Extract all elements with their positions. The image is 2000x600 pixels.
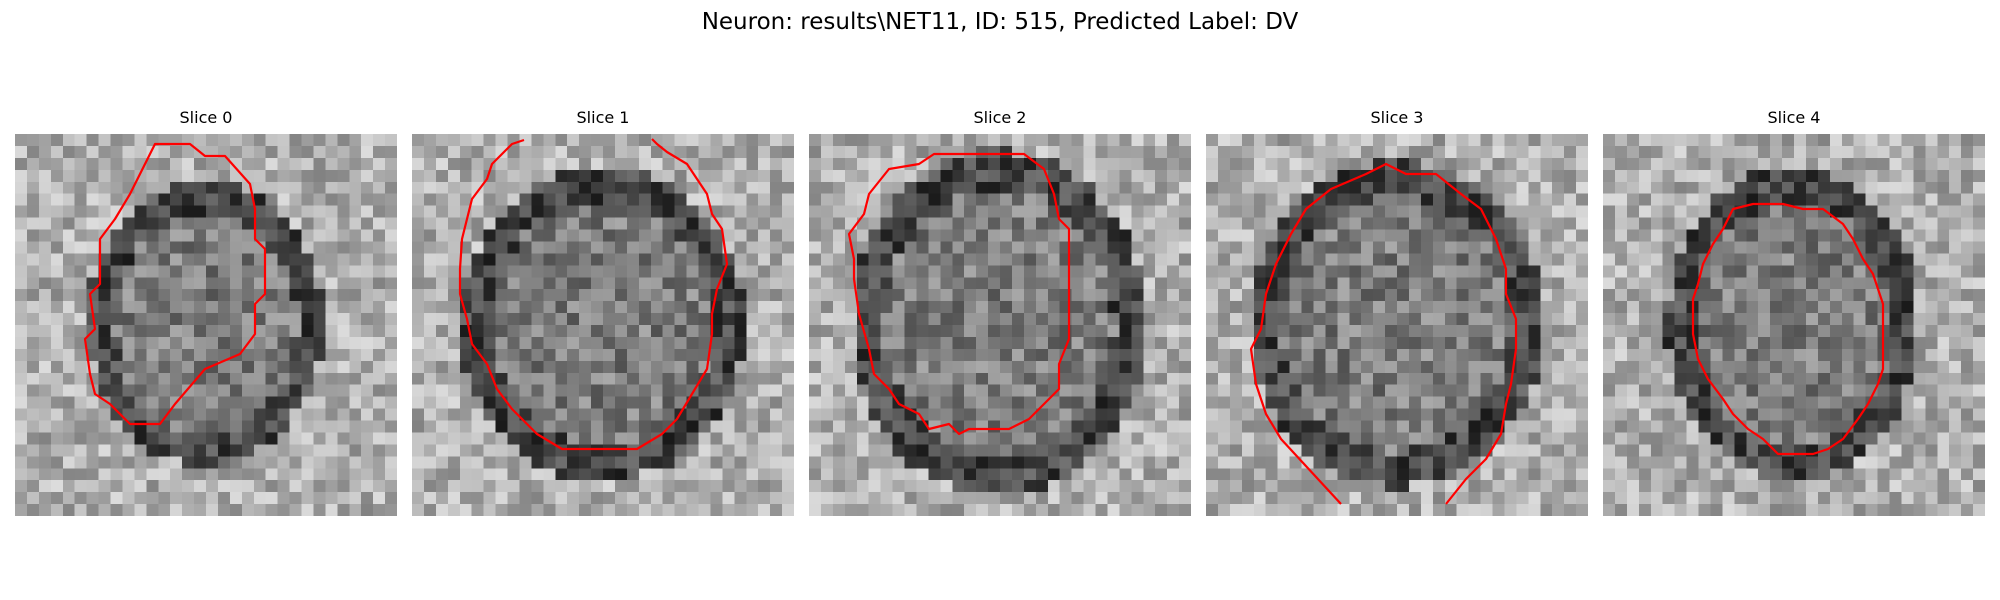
slice-image-3 (1206, 134, 1588, 516)
slice-image-2 (809, 134, 1191, 516)
pixel-grid (1206, 134, 1588, 516)
slice-image-0 (15, 134, 397, 516)
segmentation-contour (1691, 202, 1885, 456)
pixel-grid (15, 134, 397, 516)
slice-image-1 (412, 134, 794, 516)
pixel-grid (412, 134, 794, 516)
slice-title-2: Slice 2 (973, 108, 1027, 127)
slice-title-4: Slice 4 (1767, 108, 1821, 127)
slice-title-0: Slice 0 (179, 108, 233, 127)
slice-image-4 (1603, 134, 1985, 516)
segmentation-contour (458, 138, 729, 451)
slice-title-3: Slice 3 (1370, 108, 1424, 127)
slice-title-1: Slice 1 (576, 108, 630, 127)
segmentation-contour (847, 152, 1071, 436)
pixel-grid (1603, 134, 1985, 516)
pixel-grid (809, 134, 1191, 516)
segmentation-contour (83, 142, 267, 426)
figure-title: Neuron: results\NET11, ID: 515, Predicte… (701, 9, 1299, 35)
segmentation-contour (1249, 162, 1518, 505)
